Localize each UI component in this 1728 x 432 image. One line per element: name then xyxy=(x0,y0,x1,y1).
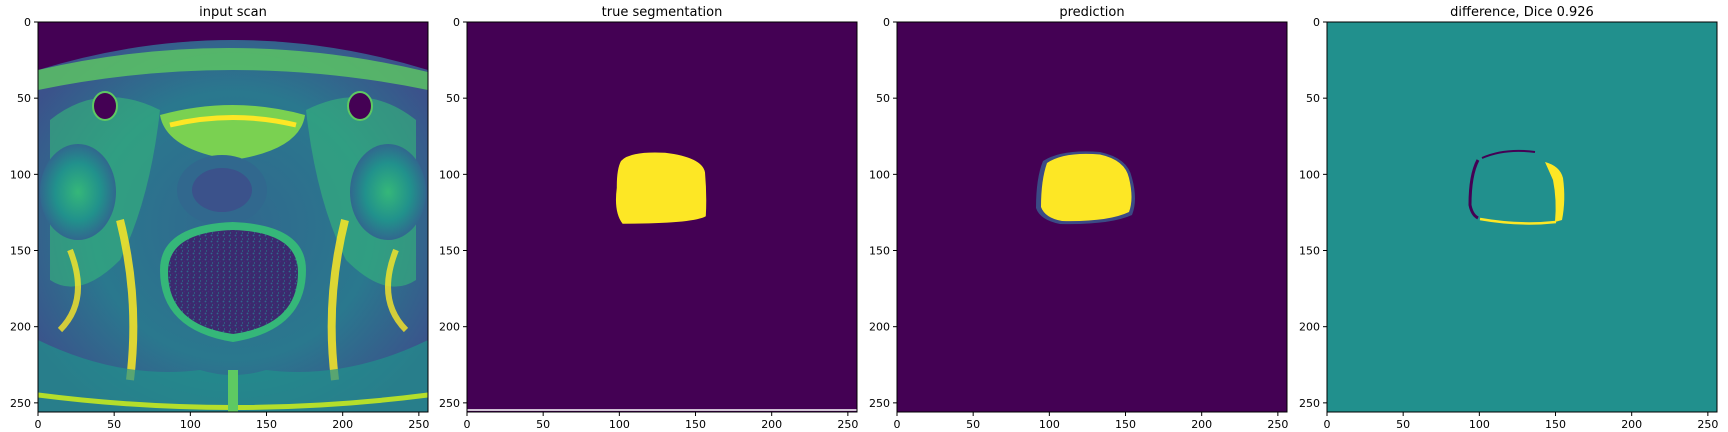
diff-missed-right xyxy=(1545,162,1565,222)
x-tick-label: 150 xyxy=(1115,418,1136,431)
y-tick-label: 200 xyxy=(869,321,890,334)
panel-difference: difference, Dice 0.926 0 50 100 150 200 250 0… xyxy=(1299,5,1718,431)
x-tick-label: 0 xyxy=(894,418,901,431)
axes-frame xyxy=(896,21,1288,413)
axes-frame xyxy=(1326,21,1718,413)
y-tick-label: 200 xyxy=(10,321,31,334)
x-tick-label: 100 xyxy=(1469,418,1490,431)
panel-title: input scan xyxy=(199,5,267,20)
y-tick-label: 100 xyxy=(10,168,31,181)
y-tick-label: 0 xyxy=(1313,16,1320,29)
y-tick-label: 250 xyxy=(869,397,890,410)
y-tick-label: 200 xyxy=(439,321,460,334)
x-tick-label: 200 xyxy=(1191,418,1212,431)
diff-background xyxy=(1327,22,1717,412)
pred-mask-region xyxy=(1041,153,1132,222)
panel-title: prediction xyxy=(1059,5,1124,20)
y-tick-label: 150 xyxy=(10,245,31,258)
y-ticks: 0 50 100 150 200 250 xyxy=(869,16,897,410)
x-tick-label: 0 xyxy=(35,418,42,431)
diff-missed-left xyxy=(1468,159,1480,220)
y-tick-label: 150 xyxy=(439,245,460,258)
x-ticks: 0 50 100 150 200 250 xyxy=(894,412,1288,431)
diff-missed-bottom xyxy=(1479,217,1557,225)
x-tick-label: 50 xyxy=(1396,418,1410,431)
x-tick-label: 200 xyxy=(761,418,782,431)
y-ticks: 0 50 100 150 200 250 xyxy=(439,16,467,410)
y-ticks: 0 50 100 150 200 250 xyxy=(1299,16,1327,410)
y-tick-label: 100 xyxy=(869,168,890,181)
diff-over-top xyxy=(1481,149,1536,159)
y-tick-label: 100 xyxy=(1299,168,1320,181)
y-tick-label: 200 xyxy=(1299,321,1320,334)
y-tick-label: 100 xyxy=(439,168,460,181)
x-tick-label: 250 xyxy=(408,418,429,431)
x-ticks: 0 50 100 150 200 250 xyxy=(1324,412,1718,431)
x-tick-label: 150 xyxy=(1545,418,1566,431)
y-tick-label: 50 xyxy=(446,92,460,105)
gt-mask-region xyxy=(615,152,707,224)
y-tick-label: 250 xyxy=(10,397,31,410)
y-tick-label: 150 xyxy=(1299,245,1320,258)
x-tick-label: 0 xyxy=(464,418,471,431)
x-tick-label: 200 xyxy=(1621,418,1642,431)
x-ticks: 0 50 100 150 200 250 xyxy=(35,412,429,431)
panel-title: difference, Dice 0.926 xyxy=(1450,5,1594,20)
axes-frame xyxy=(466,21,858,413)
x-ticks: 0 50 100 150 200 250 xyxy=(464,412,858,431)
x-tick-label: 0 xyxy=(1324,418,1331,431)
x-tick-label: 250 xyxy=(1267,418,1288,431)
x-tick-label: 150 xyxy=(685,418,706,431)
x-tick-label: 50 xyxy=(107,418,121,431)
panel-true-segmentation: true segmentation 0 50 100 150 200 250 0 50 100… xyxy=(439,5,858,431)
mri-image xyxy=(38,22,428,412)
x-tick-label: 50 xyxy=(536,418,550,431)
y-ticks: 0 50 100 150 200 250 xyxy=(10,16,38,410)
y-tick-label: 50 xyxy=(17,92,31,105)
y-tick-label: 0 xyxy=(883,16,890,29)
x-tick-label: 200 xyxy=(332,418,353,431)
panel-prediction: prediction 0 50 100 150 200 250 0 50 100 150 200 2… xyxy=(869,5,1288,431)
y-tick-label: 0 xyxy=(24,16,31,29)
x-tick-label: 100 xyxy=(180,418,201,431)
y-tick-label: 0 xyxy=(453,16,460,29)
y-tick-label: 150 xyxy=(869,245,890,258)
y-tick-label: 250 xyxy=(1299,397,1320,410)
x-tick-label: 100 xyxy=(1039,418,1060,431)
x-tick-label: 50 xyxy=(966,418,980,431)
x-tick-label: 250 xyxy=(837,418,858,431)
x-tick-label: 100 xyxy=(609,418,630,431)
y-tick-label: 50 xyxy=(876,92,890,105)
panel-title: true segmentation xyxy=(602,5,723,20)
axes-frame xyxy=(37,21,429,413)
y-tick-label: 250 xyxy=(439,397,460,410)
y-tick-label: 50 xyxy=(1306,92,1320,105)
panel-input-scan: input scan 0 50 100 150 200 250 xyxy=(10,5,429,431)
x-tick-label: 150 xyxy=(256,418,277,431)
x-tick-label: 250 xyxy=(1697,418,1718,431)
